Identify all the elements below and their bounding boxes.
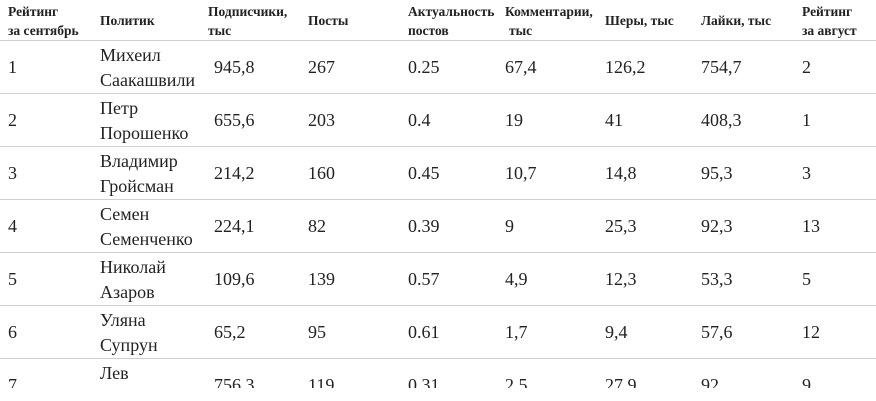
cell-likes: 57,6 — [701, 305, 802, 359]
cell-subscribers: 756,3 — [214, 375, 255, 388]
header-politician: Политик — [100, 0, 208, 41]
cell-rank-august: 1 — [802, 93, 876, 147]
header-rank-september: Рейтинг за сентябрь — [0, 0, 100, 41]
cell-rank-september: 3 — [0, 146, 100, 200]
cell-rank-september: 1 — [0, 40, 100, 94]
cell-shares: 9,4 — [605, 305, 701, 359]
cell-posts: 139 — [308, 252, 408, 306]
header-shares: Шеры, тыс — [605, 0, 701, 41]
cell-relevance: 0.57 — [408, 252, 505, 306]
cell-posts: 95 — [308, 305, 408, 359]
header-line: Подписчики, — [208, 4, 288, 19]
header-line: Политик — [100, 12, 155, 28]
header-subscribers: Подписчики, тыс — [208, 0, 308, 41]
cell-relevance: 0.31 — [408, 375, 440, 388]
cell-shares: 14,8 — [605, 146, 701, 200]
table-row: 2 Петр Порошенко 655,6 203 0.4 19 41 408,… — [0, 93, 876, 147]
cell-relevance: 0.25 — [408, 40, 505, 94]
cell-posts: 267 — [308, 40, 408, 94]
cell-posts: 160 — [308, 146, 408, 200]
header-line: Посты — [308, 12, 349, 28]
header-rank-august: Рейтинг за август — [802, 0, 876, 41]
cell-posts: 203 — [308, 93, 408, 147]
cell-rank-august: 3 — [802, 146, 876, 200]
header-line: тыс — [208, 23, 232, 38]
header-line: Актуальность — [408, 4, 495, 19]
cell-likes: 92 — [701, 375, 719, 388]
cell-comments: 2,5 — [505, 375, 528, 388]
table-row: 1 Михеил Саакашвили 945,8 267 0.25 67,4 1… — [0, 40, 876, 94]
cell-comments: 19 — [505, 93, 605, 147]
cell-comments: 67,4 — [505, 40, 605, 94]
header-line: Рейтинг — [8, 4, 59, 19]
cell-shares: 41 — [605, 93, 701, 147]
cell-rank-september: 5 — [0, 252, 100, 306]
cell-subscribers: 214,2 — [208, 146, 308, 200]
cell-relevance: 0.4 — [408, 93, 505, 147]
header-comments: Комментарии, тыс — [505, 0, 605, 41]
table-row: 3 Владимир Гройсман 214,2 160 0.45 10,7 1… — [0, 146, 876, 200]
header-posts: Посты — [308, 0, 408, 41]
cell-rank-august: 9 — [802, 375, 811, 388]
cell-subscribers: 224,1 — [208, 199, 308, 253]
table-row: 6 Уляна Супрун 65,2 95 0.61 1,7 9,4 57,6 … — [0, 305, 876, 359]
politicians-rating-table: Рейтинг за сентябрь Политик Подписчики, … — [0, 0, 876, 388]
cell-politician-name: Михеил Саакашвили — [100, 40, 208, 94]
cell-politician-name: Лев — [100, 363, 129, 383]
table-header-row: Рейтинг за сентябрь Политик Подписчики, … — [0, 0, 876, 41]
cell-likes: 92,3 — [701, 199, 802, 253]
cell-likes: 95,3 — [701, 146, 802, 200]
header-line: Комментарии, — [505, 4, 593, 19]
cell-politician-name: Уляна Супрун — [100, 305, 208, 359]
cell-rank-september: 4 — [0, 199, 100, 253]
cell-subscribers: 655,6 — [208, 93, 308, 147]
header-relevance: Актуальность постов — [408, 0, 505, 41]
cell-shares: 27,9 — [605, 375, 637, 388]
cell-shares: 12,3 — [605, 252, 701, 306]
header-line: за август — [802, 23, 857, 38]
cell-comments: 9 — [505, 199, 605, 253]
cell-politician-name: Петр Порошенко — [100, 93, 208, 147]
cell-politician-name: Владимир Гройсман — [100, 146, 208, 200]
cell-rank-august: 5 — [802, 252, 876, 306]
table-row: 5 Николай Азаров 109,6 139 0.57 4,9 12,3 … — [0, 252, 876, 306]
cell-subscribers: 65,2 — [208, 305, 308, 359]
cell-relevance: 0.61 — [408, 305, 505, 359]
cell-relevance: 0.45 — [408, 146, 505, 200]
table-viewport: Рейтинг за сентябрь Политик Подписчики, … — [0, 0, 876, 388]
cell-comments: 10,7 — [505, 146, 605, 200]
cell-subscribers: 109,6 — [208, 252, 308, 306]
cell-posts: 82 — [308, 199, 408, 253]
cell-comments: 1,7 — [505, 305, 605, 359]
cell-likes: 754,7 — [701, 40, 802, 94]
header-line: Лайки, тыс — [701, 12, 772, 28]
cell-politician-name: Николай Азаров — [100, 252, 208, 306]
header-likes: Лайки, тыс — [701, 0, 802, 41]
cell-politician-name: Семен Семенченко — [100, 199, 208, 253]
cell-shares: 25,3 — [605, 199, 701, 253]
cell-subscribers: 945,8 — [208, 40, 308, 94]
cell-rank-september: 6 — [0, 305, 100, 359]
table-row: 7 Лев 756,3 119 0.31 2,5 27,9 92 9 — [0, 359, 876, 388]
cell-rank-september: 7 — [8, 375, 17, 388]
header-line: Шеры, тыс — [605, 12, 674, 28]
cell-relevance: 0.39 — [408, 199, 505, 253]
cell-rank-september: 2 — [0, 93, 100, 147]
cell-posts: 119 — [308, 375, 335, 388]
cell-shares: 126,2 — [605, 40, 701, 94]
header-line: за сентябрь — [8, 23, 79, 38]
header-line: Рейтинг — [802, 4, 853, 19]
header-line: постов — [408, 23, 449, 38]
cell-likes: 53,3 — [701, 252, 802, 306]
cell-rank-august: 13 — [802, 199, 876, 253]
cell-rank-august: 12 — [802, 305, 876, 359]
cell-comments: 4,9 — [505, 252, 605, 306]
cell-rank-august: 2 — [802, 40, 876, 94]
cell-likes: 408,3 — [701, 93, 802, 147]
table-row: 4 Семен Семенченко 224,1 82 0.39 9 25,3 9… — [0, 199, 876, 253]
header-line: тыс — [509, 23, 533, 38]
